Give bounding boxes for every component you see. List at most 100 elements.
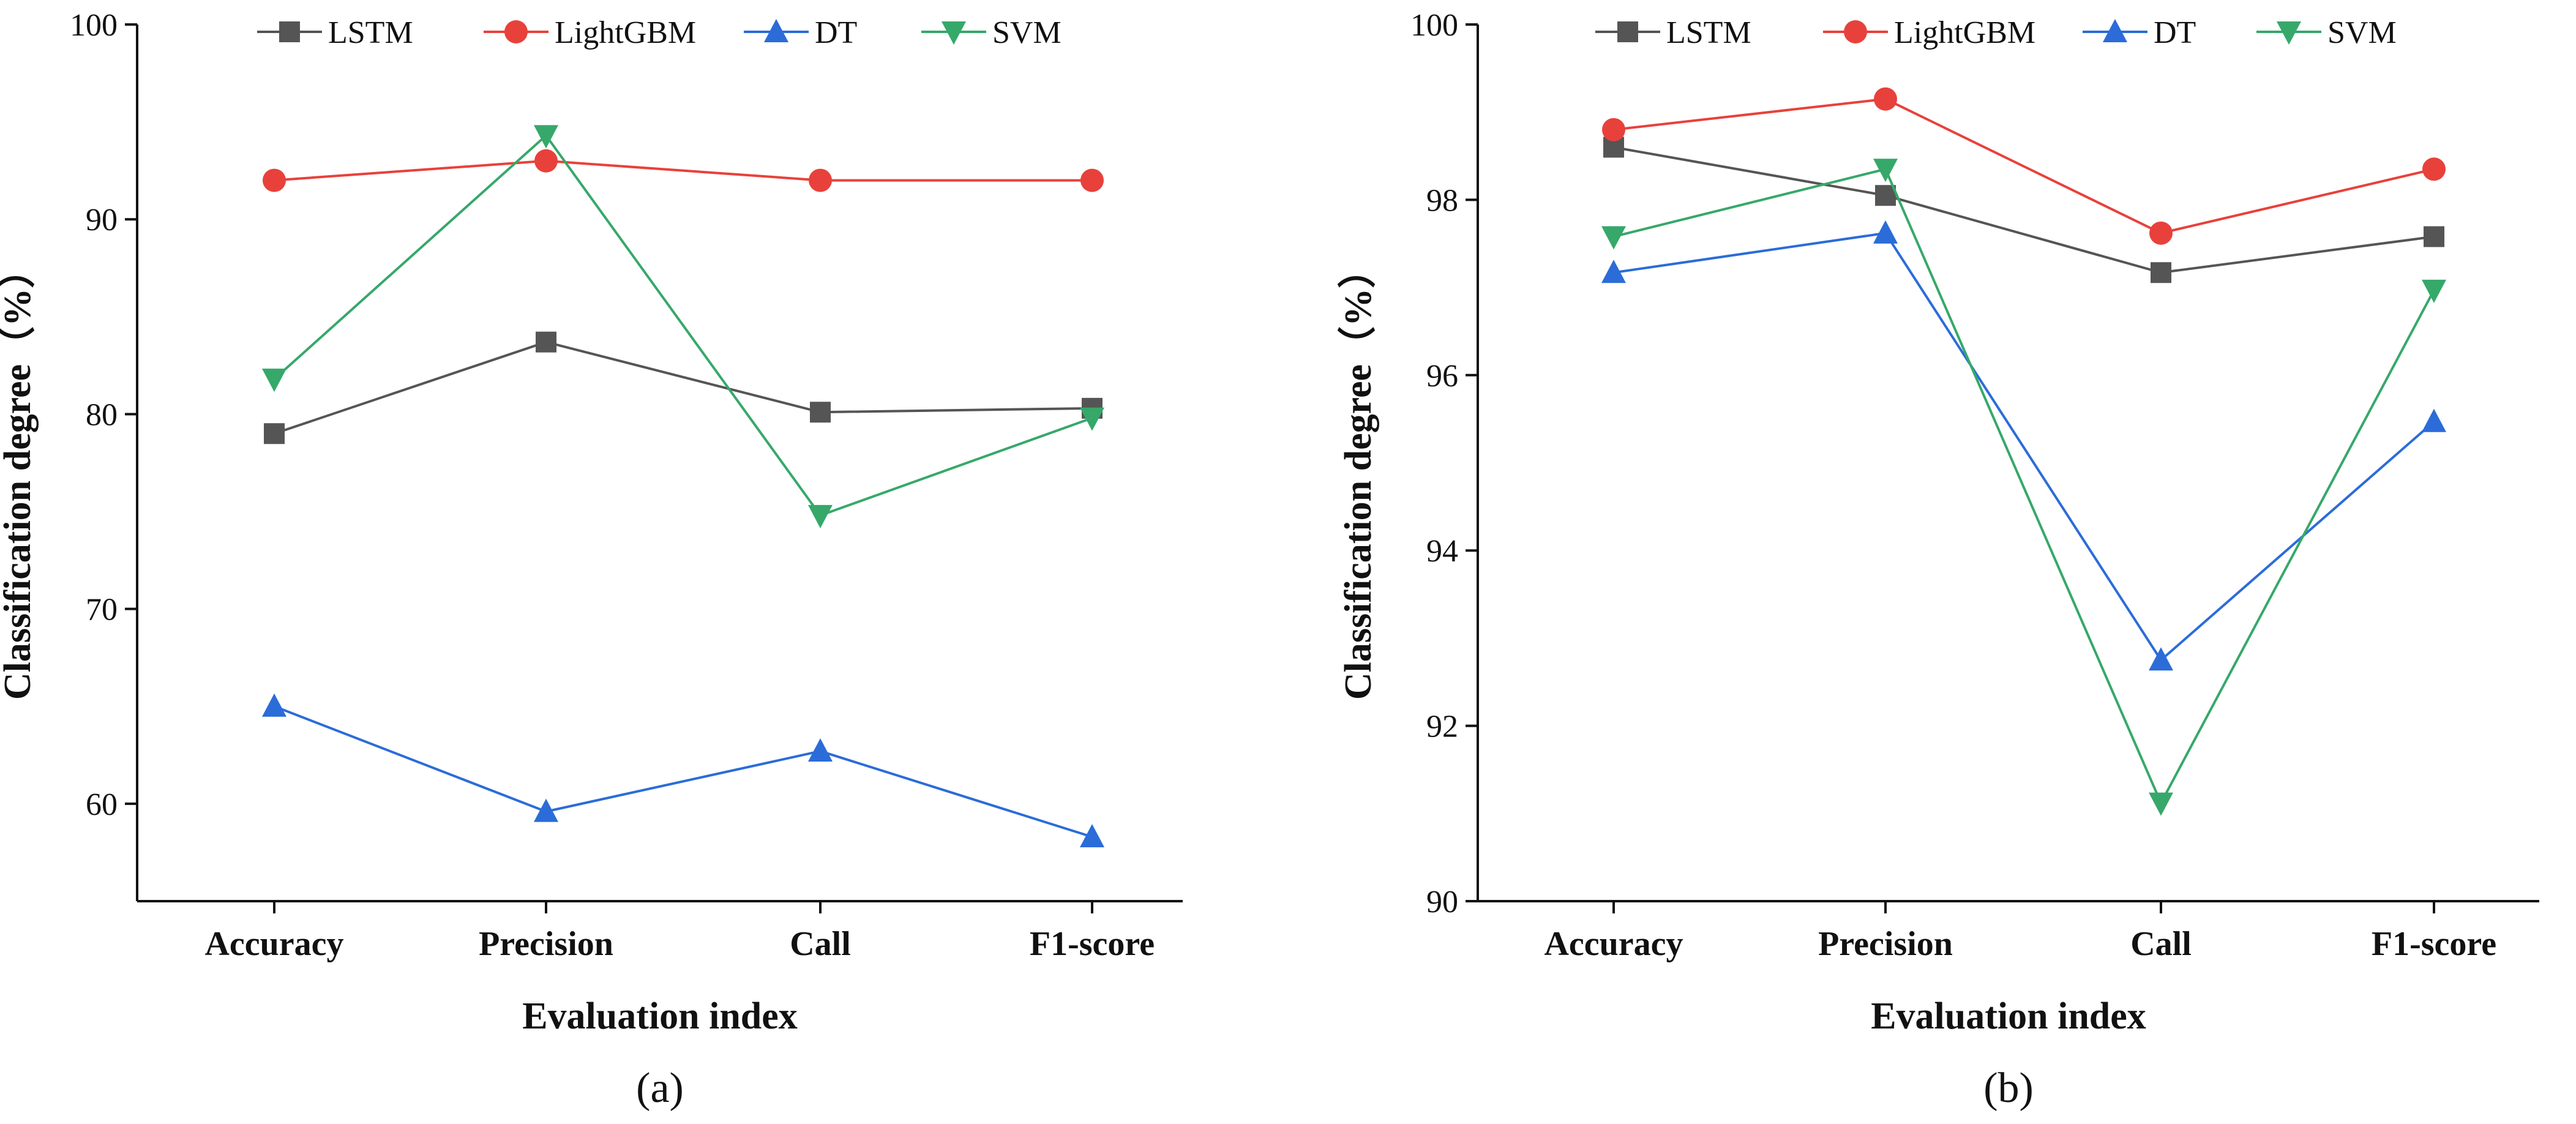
- data-point-svm: [808, 504, 833, 528]
- series-line-lstm: [1613, 146, 2435, 274]
- y-tick-label: 92: [1426, 710, 1458, 744]
- data-point-lstm: [536, 331, 556, 353]
- legend-marker: [2277, 21, 2301, 45]
- data-point-dt: [534, 798, 558, 822]
- legend-item-dt: DT: [2083, 15, 2196, 50]
- x-tick-label: F1-score: [2372, 925, 2496, 963]
- data-point-dt: [262, 693, 286, 717]
- legend-label: LightGBM: [555, 15, 696, 50]
- data-point-dt: [808, 738, 833, 762]
- legend-label: LSTM: [328, 15, 413, 50]
- data-point-lightgbm: [1602, 118, 1625, 141]
- y-tick-label: 60: [86, 787, 118, 822]
- legend: LSTM LightGBM DT SVM: [257, 15, 1061, 50]
- panel-label: (a): [636, 1065, 684, 1112]
- x-tick-label: Precision: [1818, 925, 1953, 963]
- series-line-dt: [1613, 231, 2435, 662]
- series-line-svm: [1613, 167, 2435, 806]
- y-tick-label: 90: [1426, 885, 1458, 920]
- data-point-lstm: [1875, 185, 1896, 206]
- data-point-dt: [2422, 408, 2446, 432]
- legend-item-lstm: LSTM: [1595, 15, 1751, 50]
- x-tick-label: Call: [790, 925, 851, 963]
- data-point-lightgbm: [809, 168, 832, 192]
- data-point-dt: [1080, 823, 1104, 847]
- panel-label: (b): [1983, 1065, 2034, 1112]
- legend-label: SVM: [992, 15, 1061, 50]
- legend-label: DT: [2154, 15, 2196, 50]
- legend-marker: [1617, 21, 1638, 42]
- x-tick-label: Call: [2130, 925, 2192, 963]
- legend-label: LSTM: [1666, 15, 1751, 50]
- data-point-svm: [262, 369, 286, 392]
- series-line-lstm: [274, 340, 1093, 435]
- legend-item-svm: SVM: [921, 15, 1061, 50]
- data-point-dt: [1873, 220, 1898, 244]
- series-lstm: [264, 331, 1103, 444]
- y-tick-label: 70: [86, 593, 118, 628]
- series-dt: [262, 693, 1104, 847]
- legend-label: LightGBM: [1894, 15, 2035, 50]
- legend-item-svm: SVM: [2256, 15, 2397, 50]
- legend-marker: [942, 21, 966, 45]
- x-axis-title: Evaluation index: [522, 995, 798, 1037]
- y-tick-label: 80: [86, 397, 118, 432]
- legend-marker: [764, 19, 788, 42]
- data-point-svm: [2422, 279, 2446, 303]
- y-axis-title: Classification degree（%）: [1336, 250, 1379, 700]
- chart-panel-b: 90 92 94 96 98 100 Accuracy Precision Call F1-sco…: [1336, 8, 2539, 1112]
- series-svm: [1601, 159, 2446, 816]
- series-svm: [262, 125, 1104, 528]
- data-point-svm: [1873, 159, 1898, 182]
- legend-marker: [279, 21, 300, 42]
- series-lightgbm: [263, 149, 1104, 192]
- legend-marker: [2103, 19, 2127, 42]
- series-line-dt: [274, 705, 1093, 838]
- data-point-lightgbm: [2149, 221, 2173, 245]
- series-dt: [1601, 220, 2446, 671]
- x-tick-label: F1-score: [1030, 925, 1155, 963]
- data-point-lstm: [810, 402, 831, 423]
- y-tick-label: 98: [1426, 183, 1458, 218]
- data-point-dt: [1601, 260, 1626, 283]
- data-point-lstm: [2151, 262, 2171, 283]
- series-lightgbm: [1602, 87, 2446, 245]
- y-tick-label: 100: [1410, 8, 1458, 43]
- data-point-lstm: [264, 423, 285, 444]
- legend: LSTM LightGBM DT SVM: [1595, 15, 2397, 50]
- data-point-svm: [534, 125, 558, 149]
- legend-marker: [504, 20, 528, 43]
- x-axis-title: Evaluation index: [1871, 995, 2146, 1037]
- data-point-dt: [2149, 647, 2173, 671]
- data-point-lightgbm: [1874, 87, 1897, 111]
- legend-item-lstm: LSTM: [257, 15, 413, 50]
- legend-label: SVM: [2327, 15, 2397, 50]
- y-tick-label: 100: [70, 8, 118, 43]
- legend-item-lightgbm: LightGBM: [1823, 15, 2035, 50]
- data-point-lightgbm: [263, 168, 286, 192]
- legend-marker: [1844, 20, 1867, 43]
- y-axis-title: Classification degree（%）: [0, 250, 39, 700]
- legend-item-lightgbm: LightGBM: [484, 15, 696, 50]
- series-line-lightgbm: [274, 159, 1092, 182]
- data-point-svm: [1601, 226, 1626, 250]
- x-tick-label: Precision: [479, 925, 613, 963]
- x-tick-label: Accuracy: [1544, 925, 1683, 963]
- legend-label: DT: [815, 15, 857, 50]
- data-point-lstm: [2424, 226, 2444, 247]
- legend-item-dt: DT: [744, 15, 857, 50]
- data-point-lightgbm: [534, 149, 558, 173]
- x-tick-label: Accuracy: [204, 925, 343, 963]
- y-tick-label: 90: [86, 203, 118, 238]
- data-point-lightgbm: [1080, 168, 1104, 192]
- chart-panel-a: 60 70 80 90 100 Accuracy Precision Call F1-score…: [0, 8, 1183, 1112]
- data-point-svm: [1080, 407, 1104, 431]
- series-line-lightgbm: [1613, 97, 2435, 234]
- series-lstm: [1603, 137, 2444, 283]
- series-line-svm: [273, 133, 1093, 517]
- data-point-svm: [2149, 792, 2173, 816]
- data-point-lightgbm: [2422, 157, 2446, 181]
- y-tick-label: 94: [1426, 534, 1458, 569]
